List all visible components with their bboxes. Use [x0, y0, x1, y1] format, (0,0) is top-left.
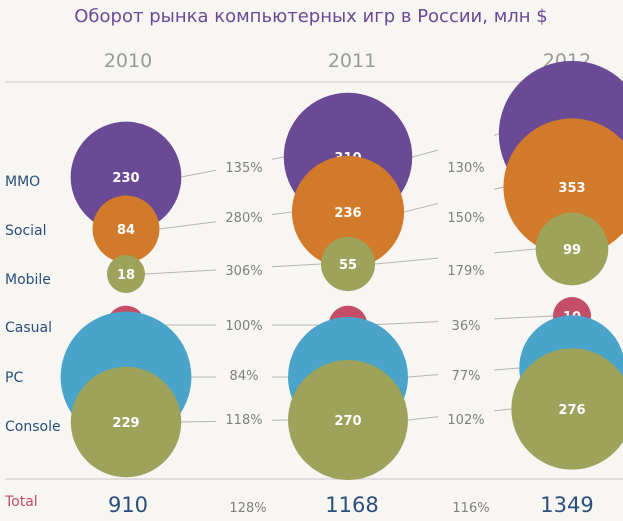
bubble-mobile-2011 — [320, 236, 376, 292]
bubble-value-social-2010: 84 — [117, 223, 135, 238]
year-label-2010: 2010 — [104, 50, 152, 72]
category-label-social: Social — [5, 223, 47, 239]
total-label: Total — [4, 494, 38, 510]
connector-casual-1-b — [493, 315, 554, 320]
bubble-value-console-2011: 270 — [334, 414, 361, 429]
connector-mmo-0-a — [181, 169, 217, 178]
category-label-console: Console — [5, 419, 61, 435]
bubble-mmo-2010 — [70, 121, 182, 233]
bubble-value-console-2012: 276 — [558, 403, 585, 418]
category-label-mobile: Mobile — [5, 272, 51, 288]
growth-percent-mmo-2010-2011: 135% — [225, 161, 262, 176]
growth-percent-console-2010-2011: 118% — [225, 413, 262, 428]
connector-mmo-1-a — [412, 149, 439, 158]
connector-pc-1-a — [407, 374, 439, 378]
growth-percent-mobile-2010-2011: 306% — [225, 264, 262, 279]
connector-console-0-a — [181, 420, 217, 423]
bubble-value-social-2011: 236 — [334, 206, 361, 221]
bubble-console-2010 — [70, 366, 182, 478]
bubble-mobile-2010 — [107, 255, 145, 293]
connector-pc-1-b — [493, 367, 520, 371]
growth-percent-social-2010-2011: 280% — [225, 211, 262, 226]
bubble-value-mobile-2012: 99 — [563, 243, 581, 258]
connector-mobile-1-b — [493, 248, 536, 254]
category-label-casual: Casual — [5, 320, 52, 336]
growth-percent-social-2011-2012: 150% — [447, 211, 484, 226]
connector-social-1-b — [493, 186, 504, 190]
bubbles: 2303104028423635318559928281032127020922… — [60, 60, 623, 480]
growth-percent-casual-2011-2012: 36% — [452, 319, 481, 334]
connector-social-0-a — [159, 221, 217, 230]
growth-percent-mobile-2011-2012: 179% — [447, 264, 484, 279]
growth-percent-pc-2010-2011: 84% — [230, 369, 259, 384]
connector-mmo-0-b — [271, 156, 284, 160]
connector-mobile-1-a — [375, 257, 439, 265]
growth-percent-pc-2011-2012: 77% — [452, 369, 481, 384]
growth-percent-labels: 135% 130% 280% 150% 306% 179% 100% 36% 84% 77% 118… — [225, 161, 484, 428]
connector-console-1-b — [493, 408, 512, 412]
growth-percent-mmo-2011-2012: 130% — [447, 161, 484, 176]
total-value-2012: 1349 — [540, 493, 593, 517]
chart-title: Оборот рынка компьютерных игр в России, … — [74, 6, 547, 27]
connector-social-1-a — [403, 202, 439, 213]
bubble-social-2011 — [291, 155, 405, 269]
category-label-mmo: MMO — [5, 174, 40, 190]
growth-percent-console-2011-2012: 102% — [447, 413, 484, 428]
connector-casual-1-a — [367, 321, 439, 326]
total-growth-2010-2011: 128% — [229, 501, 266, 516]
bubble-console-2011 — [288, 360, 408, 480]
category-label-pc: PC — [5, 370, 23, 386]
growth-percent-casual-2010-2011: 100% — [225, 319, 262, 334]
bubble-console-2012 — [511, 348, 623, 470]
bubble-value-mobile-2011: 55 — [339, 258, 357, 273]
bubble-value-mobile-2010: 18 — [117, 268, 135, 283]
bubble-value-console-2010: 229 — [112, 416, 139, 431]
connector-mobile-0-b — [271, 263, 321, 268]
category-labels: MMO Social Mobile Casual PC Console — [5, 174, 61, 435]
connector-console-1-a — [407, 416, 439, 421]
total-growth-2011-2012: 116% — [452, 501, 489, 516]
bubble-value-mmo-2010: 230 — [112, 171, 139, 186]
total-value-2010: 910 — [108, 493, 148, 517]
bubble-social-2010 — [92, 195, 160, 263]
bubble-value-social-2012: 353 — [558, 181, 585, 196]
connector-social-0-b — [271, 211, 292, 216]
connector-mmo-1-b — [493, 133, 499, 136]
bubble-mobile-2012 — [535, 212, 609, 286]
year-label-2011: 2011 — [328, 50, 376, 72]
total-value-2011: 1168 — [325, 493, 378, 517]
connector-mobile-0-a — [144, 269, 217, 275]
